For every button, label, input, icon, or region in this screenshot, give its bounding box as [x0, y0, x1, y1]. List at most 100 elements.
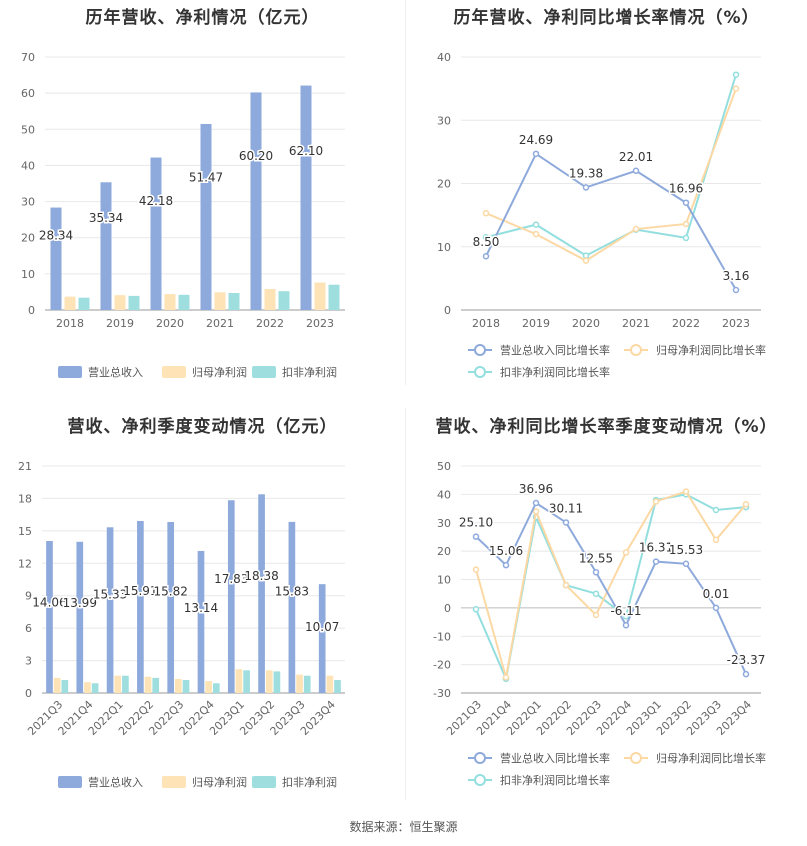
bar-2	[152, 677, 160, 693]
legend-label: 扣非净利润同比增长率	[500, 365, 610, 379]
data-point-2	[712, 506, 720, 514]
legend-label: 归母净利润	[192, 365, 247, 379]
bar-1	[326, 675, 334, 693]
data-label: 30.11	[549, 501, 583, 515]
y-tick-label: 40	[21, 159, 35, 172]
data-point-0	[682, 560, 690, 568]
data-label: 15.53	[669, 543, 703, 557]
y-tick-label: 20	[437, 545, 451, 558]
bar-2	[243, 670, 250, 693]
bar-1	[144, 676, 152, 693]
bar-2	[61, 680, 69, 693]
data-point-0	[622, 621, 630, 629]
legend-marker	[474, 752, 486, 764]
data-label: 25.10	[459, 516, 493, 530]
bar-0	[250, 92, 262, 310]
bar-2	[91, 683, 99, 693]
y-tick-label: 50	[437, 460, 451, 473]
series-line-0	[475, 501, 747, 675]
y-tick-label: 70	[21, 51, 35, 64]
data-point-0	[562, 519, 570, 526]
series-line-2	[485, 74, 737, 257]
bar-2	[303, 675, 311, 693]
y-tick-label: 0	[444, 304, 451, 317]
bar-0	[300, 85, 312, 310]
bar-0	[106, 527, 114, 693]
panel-quarterly-growth: 营收、净利同比增长率季度变动情况（%） -30 -20 -10 0 10 20 30 40 50…	[406, 406, 807, 806]
data-point-1	[652, 498, 660, 505]
legend-marker	[474, 344, 486, 356]
bar-2	[273, 671, 281, 693]
x-tick-label: 2018	[472, 317, 500, 330]
data-label: 18.38	[244, 569, 278, 583]
legend-marker	[630, 344, 642, 356]
bar-1	[175, 678, 182, 693]
legend-label: 营业总收入	[88, 775, 143, 789]
y-tick-label: 40	[437, 488, 451, 501]
bar-2	[328, 284, 340, 310]
legend-label: 营业总收入同比增长率	[500, 343, 610, 357]
bar-1	[84, 682, 91, 693]
bar-0	[76, 541, 84, 693]
bar-0	[258, 494, 265, 693]
y-tick-label: 30	[437, 114, 451, 127]
legend-label: 营业总收入同比增长率	[500, 751, 610, 765]
y-tick-label: 0	[444, 602, 451, 615]
data-point-1	[732, 85, 740, 92]
bar-2	[78, 297, 90, 310]
y-tick-label: 30	[437, 517, 451, 530]
y-tick-label: 21	[18, 460, 32, 473]
y-tick-label: 10	[437, 574, 451, 587]
data-label: 15.06	[489, 544, 523, 558]
panel-quarterly-revenue-profit: 营收、净利季度变动情况（亿元） 0 3 6 9 12 15 18 21 2021Q3 2021Q4…	[0, 406, 405, 806]
legend-swatch	[252, 776, 276, 788]
data-point-0	[652, 558, 660, 565]
legend-marker	[630, 752, 642, 764]
chart-annual-growth: 0 10 20 30 40 2018 2019 2020 2021 2022 2023 8.50 24.…	[437, 51, 766, 379]
legend-label: 扣非净利润	[282, 365, 337, 379]
bar-0	[167, 521, 175, 693]
bar-1	[114, 295, 126, 310]
bar-2	[228, 293, 240, 310]
data-point-1	[682, 488, 690, 495]
data-label: 42.18	[139, 194, 173, 208]
data-label: 3.16	[723, 269, 750, 283]
data-point-1	[532, 230, 540, 238]
data-point-1	[592, 611, 600, 619]
data-label: 24.69	[519, 133, 553, 147]
chart-title: 营收、净利同比增长率季度变动情况（%）	[435, 417, 778, 437]
y-tick-label: 12	[18, 557, 32, 570]
data-label: 15.33	[93, 588, 127, 602]
bar-1	[114, 675, 122, 693]
series-line-1	[485, 88, 737, 262]
data-point-0	[472, 533, 480, 540]
y-tick-label: 40	[437, 51, 451, 64]
data-point-2	[592, 590, 600, 597]
data-point-0	[712, 604, 720, 612]
data-label: 28.34	[39, 228, 73, 242]
x-tick-label: 2019	[522, 317, 550, 330]
chart-title: 营收、净利季度变动情况（亿元）	[67, 417, 338, 437]
y-tick-label: -30	[433, 687, 451, 700]
data-label: 13.14	[184, 601, 218, 615]
bar-1	[164, 294, 176, 310]
panel-annual-growth: 历年营收、净利同比增长率情况（%） 0 10 20 30 40 2018 2019 2020 2…	[406, 0, 807, 392]
bar-0	[150, 157, 162, 310]
data-point-0	[632, 167, 640, 175]
x-tick-label: 2019	[106, 317, 134, 330]
data-label: 15.83	[275, 584, 309, 598]
data-point-1	[502, 674, 510, 681]
bar-0	[137, 521, 144, 693]
data-point-0	[532, 499, 540, 507]
y-tick-label: 0	[25, 687, 32, 700]
y-tick-label: 30	[21, 196, 35, 209]
legend-label: 扣非净利润同比增长率	[500, 773, 610, 787]
data-label: 36.96	[519, 482, 553, 496]
y-tick-label: 18	[18, 492, 32, 505]
legend-swatch	[162, 776, 186, 788]
x-tick-label: 2020	[156, 317, 184, 330]
data-point-0	[592, 569, 600, 576]
bar-2	[212, 683, 220, 693]
x-tick-label: 2022	[256, 317, 284, 330]
legend-label: 归母净利润	[192, 775, 247, 789]
